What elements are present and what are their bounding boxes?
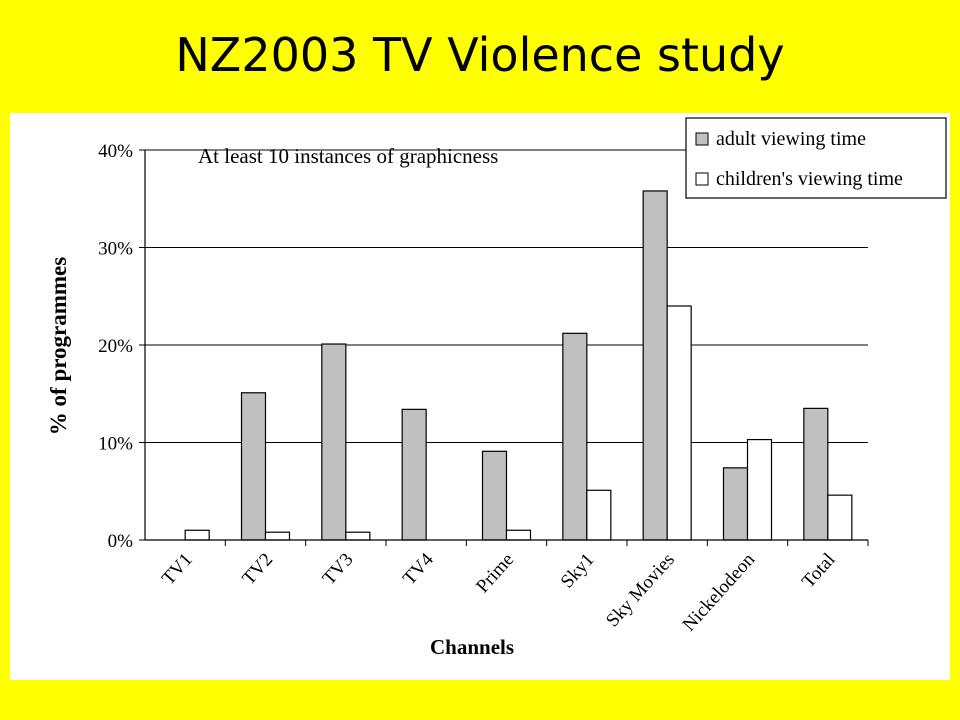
legend-box: [685, 117, 947, 199]
bars: [184, 190, 853, 541]
bar: [401, 408, 427, 541]
bar: [642, 190, 668, 541]
bar: [264, 531, 291, 541]
legend-label: children's viewing time: [716, 168, 903, 190]
legend-swatch: [695, 132, 709, 146]
bar: [827, 494, 853, 541]
chart-panel: 0% 10% 20% 30% 40% TV1 TV2 TV3 TV4 Prime Sky1 Sky M…: [10, 113, 950, 680]
legend-swatch: [695, 172, 709, 186]
x-tick-label: Total: [798, 549, 840, 592]
bar: [746, 438, 773, 541]
y-axis-label: % of programmes: [46, 257, 71, 435]
y-tick-label: 30%: [98, 239, 133, 260]
x-tick-label: TV1: [158, 549, 197, 589]
axes: [139, 149, 869, 546]
bar-chart: 0% 10% 20% 30% 40% TV1 TV2 TV3 TV4 Prime Sky1 Sky M…: [46, 117, 947, 659]
x-axis-label: Channels: [430, 635, 514, 659]
bar: [345, 531, 371, 541]
bar: [481, 450, 508, 541]
bar: [240, 392, 267, 541]
y-tick-label: 0%: [108, 531, 134, 552]
bar: [562, 332, 588, 541]
bar: [666, 305, 692, 541]
y-tick-label: 10%: [98, 434, 133, 455]
x-tick-label: Nickelodeon: [679, 549, 760, 636]
x-tick-label: Prime: [472, 549, 518, 597]
bar: [321, 343, 347, 541]
x-tick-label: Sky1: [557, 549, 599, 592]
y-tick-label: 40%: [98, 141, 133, 162]
legend: adult viewing time children's viewing tim…: [685, 117, 947, 199]
y-tick-label: 20%: [98, 336, 133, 357]
tick-labels: 0% 10% 20% 30% 40% TV1 TV2 TV3 TV4 Prime Sky1 Sky M…: [98, 141, 839, 635]
bar: [505, 529, 532, 541]
x-tick-label: Sky Movies: [602, 549, 679, 631]
bar: [586, 489, 612, 541]
x-tick-label: TV2: [238, 549, 277, 589]
bar: [803, 407, 829, 541]
slide-title: NZ2003 TV Violence study: [175, 28, 785, 82]
x-tick-label: TV4: [399, 549, 438, 589]
bar: [722, 467, 749, 541]
legend-label: adult viewing time: [716, 128, 866, 150]
bar: [184, 529, 210, 541]
chart-subtitle: At least 10 instances of graphicness: [198, 144, 498, 168]
x-tick-label: TV3: [319, 549, 358, 589]
